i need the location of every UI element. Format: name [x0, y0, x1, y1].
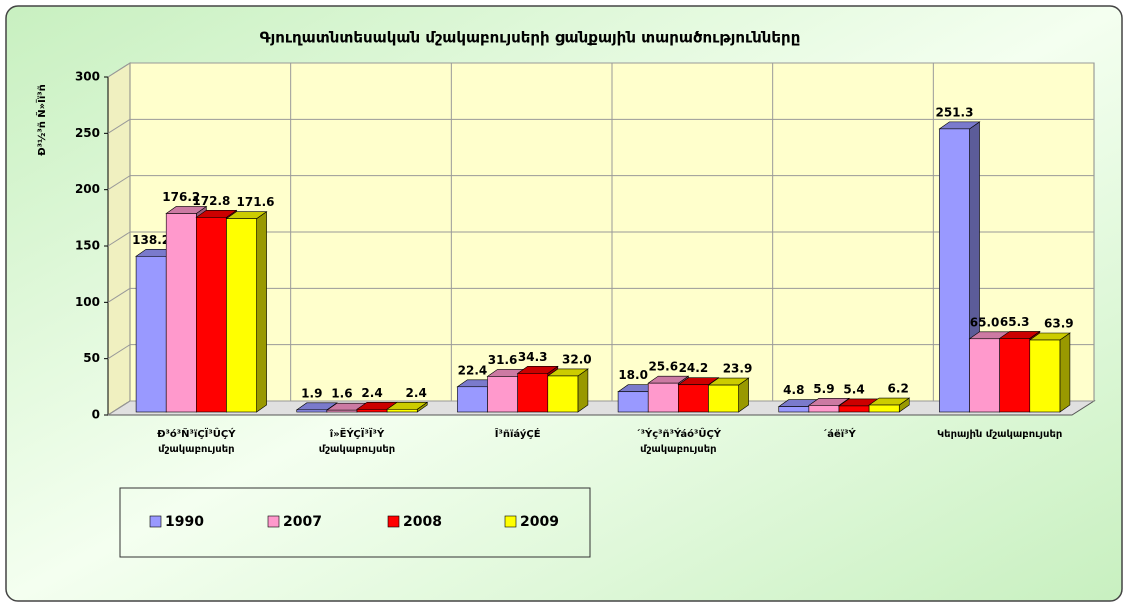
legend-box	[119, 487, 591, 558]
data-label: 172.8	[192, 194, 230, 208]
legend-swatch	[267, 515, 280, 528]
legend-swatch	[149, 515, 162, 528]
legend-label: 1990	[165, 514, 204, 530]
bar-side	[1059, 332, 1071, 413]
data-label: 2.4	[406, 386, 427, 400]
bar	[517, 373, 549, 413]
x-tick-label: ´³Ýç³ñ³Ýáó³ÛÇÝ մշակաբույսեր	[636, 427, 722, 455]
bar	[868, 404, 900, 413]
bar	[296, 409, 328, 413]
bar	[356, 408, 388, 413]
x-tick-line: մշակաբույսեր	[319, 444, 395, 455]
bar	[226, 218, 257, 413]
y-tick-label: 50	[83, 351, 100, 365]
data-label: 34.3	[518, 350, 548, 364]
bar	[647, 382, 679, 413]
grid-line	[107, 118, 131, 134]
data-label: 251.3	[935, 105, 973, 119]
data-label: 24.2	[679, 361, 709, 375]
legend-label: 2008	[403, 514, 442, 530]
y-tick-label: 150	[75, 239, 100, 253]
data-label: 176.2	[162, 190, 200, 204]
grid-line	[107, 287, 131, 303]
grid-line	[107, 62, 131, 78]
data-label: 2.4	[361, 386, 382, 400]
grid-line	[107, 231, 131, 247]
data-label: 1.9	[301, 386, 322, 400]
x-tick-label: ´áëï³Ý	[822, 427, 856, 440]
x-tick-label: Î³ñïáýÇÉ	[495, 427, 541, 440]
bar-side	[256, 211, 267, 413]
bar	[487, 376, 518, 413]
data-label: 5.4	[843, 382, 864, 396]
data-label: 32.0	[562, 352, 592, 366]
bar	[808, 405, 840, 413]
bar	[386, 408, 418, 413]
bar	[999, 338, 1031, 413]
chart-title: Գյուղատնտեսական մշակաբույսերի ցանքային տ…	[260, 29, 801, 47]
bar	[678, 384, 709, 413]
data-label: 63.9	[1044, 317, 1074, 331]
data-label: 31.6	[488, 353, 518, 367]
data-label: 138.2	[132, 233, 170, 247]
y-tick-label: 0	[92, 408, 100, 422]
bar	[457, 386, 488, 413]
grid-line	[107, 400, 131, 416]
data-label: 5.9	[813, 382, 834, 396]
x-tick-line: մշակաբույսեր	[158, 444, 234, 455]
grid-line	[107, 344, 131, 360]
bar	[708, 384, 739, 413]
data-label: 25.6	[648, 360, 678, 374]
data-label: 23.9	[723, 362, 753, 376]
bar	[778, 406, 810, 413]
data-label: 6.2	[888, 382, 909, 396]
legend-label: 2009	[520, 514, 559, 530]
x-tick-line: Ð³ó³Ñ³ïÇÏ³ÛÇÝ	[157, 426, 236, 440]
y-tick-label: 250	[75, 126, 100, 140]
data-label: 22.4	[458, 363, 488, 377]
bar	[196, 217, 227, 413]
x-tick-line: մշակաբույսեր	[640, 444, 716, 455]
data-label: 65.3	[1000, 315, 1030, 329]
bar	[135, 255, 167, 413]
x-tick-line: ´³Ýç³ñ³Ýáó³ÛÇÝ	[636, 427, 722, 440]
y-tick-label: 100	[75, 295, 100, 309]
bar	[326, 409, 358, 413]
data-label: 4.8	[783, 383, 804, 397]
legend-swatch	[387, 515, 400, 528]
bar	[1029, 339, 1061, 413]
x-tick-line: ´áëï³Ý	[822, 427, 856, 440]
x-tick-label: Ð³ó³Ñ³ïÇÏ³ÛÇÝ մշակաբույսեր	[157, 426, 236, 455]
x-tick-label: î»ËÝÇÏ³Ï³Ý մշակաբույսեր	[319, 426, 395, 455]
legend-label: 2007	[283, 514, 322, 530]
bar	[165, 213, 197, 413]
x-tick-label: Կերային մշակաբույսեր	[937, 429, 1062, 440]
y-tick-label: 300	[75, 70, 100, 84]
bar-side	[577, 368, 589, 413]
y-axis-title: Ð³½³ñ Ñ»Ïï³ñ	[34, 84, 48, 156]
x-tick-line: Î³ñïáýÇÉ	[495, 427, 541, 440]
y-tick-label: 200	[75, 182, 100, 196]
data-label: 171.6	[237, 195, 275, 209]
legend-swatch	[504, 515, 517, 528]
bar	[547, 375, 579, 413]
bar	[838, 405, 870, 413]
data-label: 1.6	[331, 387, 352, 401]
bar	[939, 128, 970, 413]
x-tick-line: Կերային մշակաբույսեր	[937, 429, 1062, 440]
data-label: 65.0	[970, 315, 1000, 329]
data-label: 18.0	[618, 368, 648, 382]
x-tick-line: î»ËÝÇÏ³Ï³Ý	[329, 426, 385, 440]
bar	[969, 338, 1000, 413]
grid-line	[107, 175, 131, 191]
bar	[617, 391, 649, 413]
